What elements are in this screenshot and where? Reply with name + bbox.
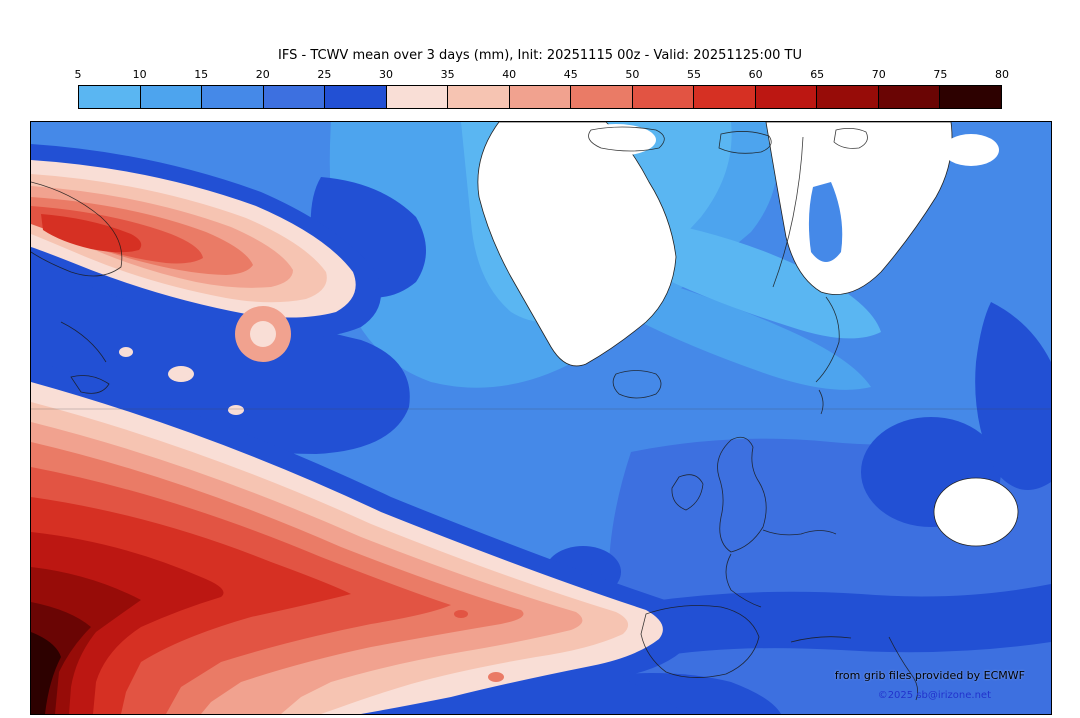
- colorbar-segment: [509, 86, 572, 108]
- colorbar-tick-label: 45: [563, 68, 578, 81]
- attribution-copyright: ©2025 sb@irizone.net: [877, 690, 991, 701]
- colorbar-segment: [140, 86, 203, 108]
- colorbar-segment: [448, 86, 510, 108]
- colorbar-segment: [263, 86, 326, 108]
- colorbar-tick-label: 20: [255, 68, 270, 81]
- colorbar-segment: [940, 86, 1001, 108]
- colorbar-ticks: 5 10 15 20 25 30 35 40 45 50 55 60 65 70 75 80: [74, 68, 1010, 82]
- colorbar-segment: [571, 86, 633, 108]
- colorbar-tick-label: 60: [748, 68, 763, 81]
- colorbar-segment: [878, 86, 941, 108]
- colorbar-tick-label: 55: [686, 68, 701, 81]
- colorbar-segment: [386, 86, 449, 108]
- colorbar-tick-label: 70: [871, 68, 886, 81]
- colorbar-tick-label: 50: [625, 68, 640, 81]
- colorbar-tick-label: 40: [502, 68, 517, 81]
- colorbar-tick-label: 15: [194, 68, 209, 81]
- colorbar-segment: [632, 86, 695, 108]
- attribution-ecmwf: from grib files provided by ECMWF: [834, 669, 1025, 682]
- colorbar-tick-label: 65: [810, 68, 825, 81]
- colorbar-tick-label: 5: [74, 68, 82, 81]
- colorbar-tick-label: 30: [378, 68, 393, 81]
- colorbar-tick-label: 25: [317, 68, 332, 81]
- colorbar-segment: [79, 86, 141, 108]
- colorbar: [78, 85, 1002, 109]
- colorbar-tick-label: 10: [132, 68, 147, 81]
- colorbar-tick-label: 75: [933, 68, 948, 81]
- map-canvas: from grib files provided by ECMWF ©2025 …: [30, 121, 1052, 715]
- colorbar-tick-label: 80: [995, 68, 1009, 81]
- tcwv-contour-map: [31, 122, 1051, 714]
- page-title: IFS - TCWV mean over 3 days (mm), Init: …: [278, 48, 802, 63]
- colorbar-segment: [755, 86, 818, 108]
- colorbar-segment: [694, 86, 756, 108]
- colorbar-segment: [817, 86, 879, 108]
- colorbar-segment: [325, 86, 387, 108]
- colorbar-segment: [202, 86, 264, 108]
- colorbar-tick-label: 35: [440, 68, 455, 81]
